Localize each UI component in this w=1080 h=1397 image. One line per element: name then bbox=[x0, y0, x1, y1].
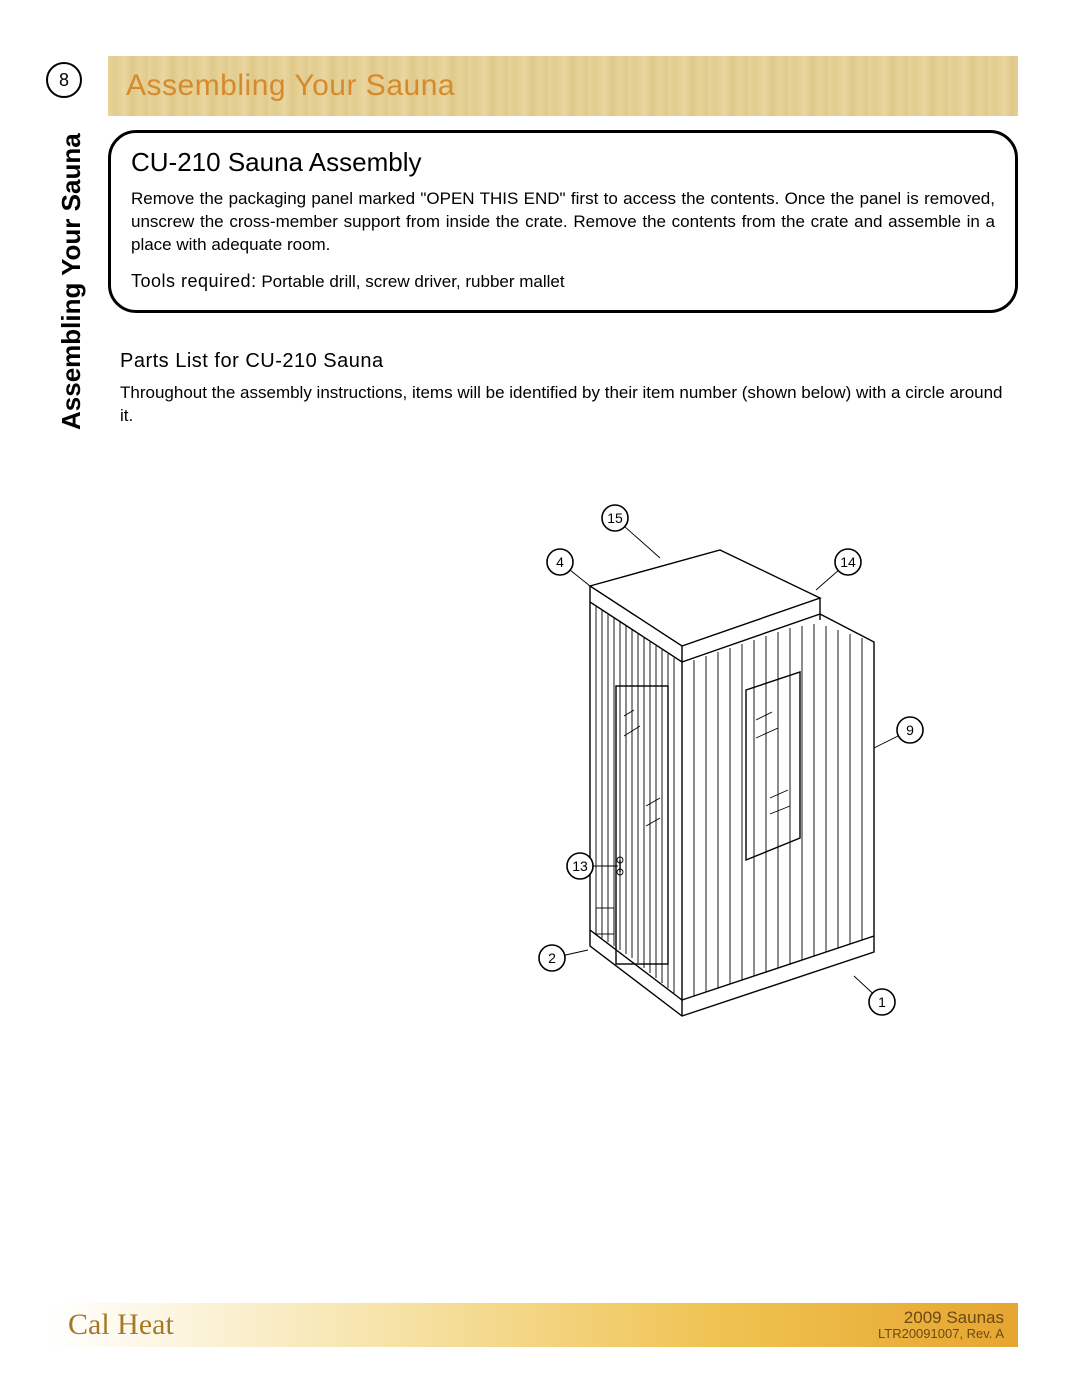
page-number: 8 bbox=[59, 70, 69, 91]
parts-list-body: Throughout the assembly instructions, it… bbox=[120, 382, 1018, 428]
brand-logo: Cal Heat bbox=[68, 1308, 174, 1342]
callout-number: 14 bbox=[840, 554, 856, 570]
callout-number: 9 bbox=[906, 722, 914, 738]
side-tab-label: Assembling Your Sauna bbox=[56, 133, 87, 430]
footer-meta: 2009 Saunas LTR20091007, Rev. A bbox=[878, 1308, 1004, 1342]
front-planking bbox=[596, 606, 674, 993]
tools-label: Tools required: bbox=[131, 271, 257, 291]
sauna-diagram: 15 4 14 9 13 2 1 bbox=[470, 490, 1020, 1080]
callout-number: 2 bbox=[548, 950, 556, 966]
assembly-body: Remove the packaging panel marked "OPEN … bbox=[131, 188, 995, 257]
page-footer: Cal Heat 2009 Saunas LTR20091007, Rev. A bbox=[48, 1303, 1018, 1347]
assembly-heading: CU-210 Sauna Assembly bbox=[131, 147, 995, 178]
section-banner: Assembling Your Sauna bbox=[108, 56, 1018, 116]
banner-title: Assembling Your Sauna bbox=[126, 69, 455, 103]
assembly-intro-box: CU-210 Sauna Assembly Remove the packagi… bbox=[108, 130, 1018, 313]
tools-required-line: Tools required: Portable drill, screw dr… bbox=[131, 271, 995, 292]
footer-line1: 2009 Saunas bbox=[878, 1308, 1004, 1328]
callout-number: 13 bbox=[572, 858, 588, 874]
tools-value: Portable drill, screw driver, rubber mal… bbox=[261, 272, 564, 291]
callout-number: 1 bbox=[878, 994, 886, 1010]
parts-list-heading: Parts List for CU-210 Sauna bbox=[120, 350, 384, 373]
footer-line2: LTR20091007, Rev. A bbox=[878, 1327, 1004, 1342]
callout-number: 15 bbox=[607, 510, 623, 526]
callout-number: 4 bbox=[556, 554, 564, 570]
page-number-badge: 8 bbox=[46, 62, 82, 98]
